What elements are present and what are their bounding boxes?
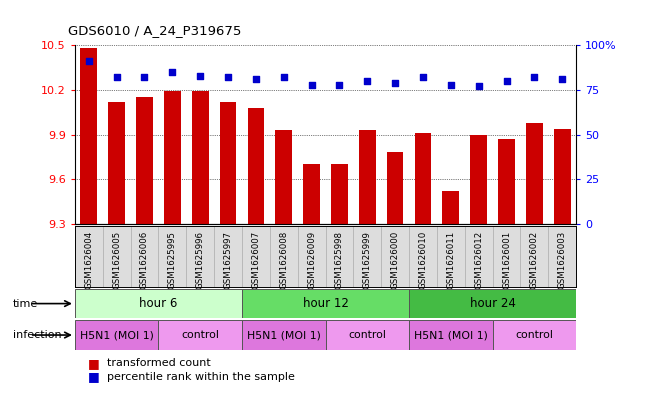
Text: H5N1 (MOI 1): H5N1 (MOI 1) — [79, 330, 154, 340]
Bar — [409, 320, 493, 350]
Text: control: control — [516, 330, 553, 340]
Bar — [359, 130, 376, 224]
Text: GSM1626011: GSM1626011 — [447, 231, 455, 289]
Text: infection: infection — [13, 330, 62, 340]
Point — [473, 83, 484, 90]
Text: percentile rank within the sample: percentile rank within the sample — [107, 372, 296, 382]
Bar — [136, 97, 153, 224]
Text: ■: ■ — [88, 357, 100, 370]
Bar — [192, 92, 208, 224]
Bar — [247, 108, 264, 224]
Text: hour 6: hour 6 — [139, 297, 178, 310]
Text: GSM1625998: GSM1625998 — [335, 231, 344, 289]
Text: H5N1 (MOI 1): H5N1 (MOI 1) — [247, 330, 321, 340]
Text: GSM1625999: GSM1625999 — [363, 231, 372, 289]
Bar — [242, 289, 409, 318]
Point — [418, 74, 428, 81]
Point — [445, 81, 456, 88]
Bar — [108, 102, 125, 224]
Bar — [242, 320, 326, 350]
Text: GSM1626012: GSM1626012 — [474, 231, 483, 289]
Point — [307, 81, 317, 88]
Bar — [81, 48, 97, 224]
Text: GSM1626004: GSM1626004 — [84, 231, 93, 289]
Point — [501, 78, 512, 84]
Bar — [554, 129, 570, 224]
Text: GSM1626006: GSM1626006 — [140, 231, 149, 289]
Bar — [443, 191, 459, 224]
Text: GSM1626002: GSM1626002 — [530, 231, 539, 289]
Bar — [470, 135, 487, 224]
Text: H5N1 (MOI 1): H5N1 (MOI 1) — [414, 330, 488, 340]
Bar — [409, 289, 576, 318]
Point — [362, 78, 372, 84]
Text: hour 12: hour 12 — [303, 297, 348, 310]
Text: transformed count: transformed count — [107, 358, 211, 368]
Bar — [387, 152, 404, 224]
Text: GSM1625996: GSM1625996 — [196, 231, 204, 289]
Bar — [526, 123, 543, 224]
Bar — [219, 102, 236, 224]
Point — [167, 69, 178, 75]
Text: GSM1626009: GSM1626009 — [307, 231, 316, 289]
Point — [279, 74, 289, 81]
Text: GSM1626001: GSM1626001 — [502, 231, 511, 289]
Text: hour 24: hour 24 — [469, 297, 516, 310]
Point — [111, 74, 122, 81]
Point — [195, 72, 206, 79]
Bar — [498, 139, 515, 224]
Point — [251, 76, 261, 82]
Text: GSM1626005: GSM1626005 — [112, 231, 121, 289]
Bar — [158, 320, 242, 350]
Point — [83, 58, 94, 64]
Bar — [75, 289, 242, 318]
Bar — [331, 164, 348, 224]
Point — [390, 80, 400, 86]
Point — [334, 81, 344, 88]
Bar — [303, 164, 320, 224]
Bar — [275, 130, 292, 224]
Text: GSM1626007: GSM1626007 — [251, 231, 260, 289]
Text: GSM1626010: GSM1626010 — [419, 231, 428, 289]
Point — [223, 74, 233, 81]
Point — [557, 76, 568, 82]
Text: GSM1625997: GSM1625997 — [223, 231, 232, 289]
Text: GDS6010 / A_24_P319675: GDS6010 / A_24_P319675 — [68, 24, 242, 37]
Text: GSM1625995: GSM1625995 — [168, 231, 177, 289]
Bar — [326, 320, 409, 350]
Point — [529, 74, 540, 81]
Text: time: time — [13, 299, 38, 309]
Text: control: control — [181, 330, 219, 340]
Bar — [415, 133, 432, 224]
Text: ■: ■ — [88, 370, 100, 383]
Bar — [164, 92, 181, 224]
Text: GSM1626008: GSM1626008 — [279, 231, 288, 289]
Text: GSM1626000: GSM1626000 — [391, 231, 400, 289]
Bar — [493, 320, 576, 350]
Point — [139, 74, 150, 81]
Text: GSM1626003: GSM1626003 — [558, 231, 567, 289]
Text: control: control — [348, 330, 386, 340]
Bar — [75, 320, 158, 350]
